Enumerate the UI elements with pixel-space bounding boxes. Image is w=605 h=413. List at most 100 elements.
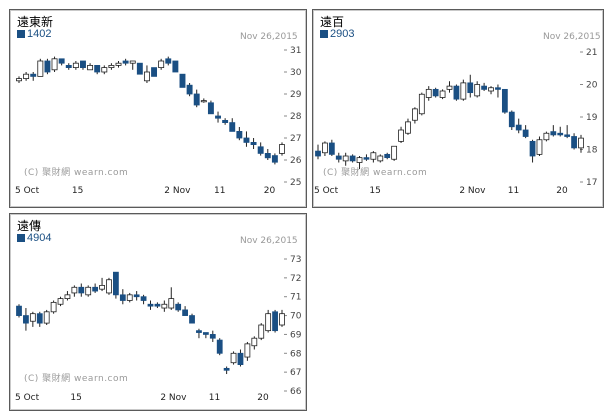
candle-body-down [272,311,278,332]
watermark: (C) 聚財網 wearn.com [24,374,129,384]
stock-code-label: 1402 [27,28,52,40]
y-tick-label: 30 [290,68,302,78]
candle-body-down [78,286,85,294]
candle-body-down [207,102,214,115]
candle-body-down [467,82,474,94]
candle-body-down [495,87,501,90]
x-tick-label: 20 [257,393,269,403]
candle-body-up [51,58,58,71]
candle-body-up [474,84,481,97]
candle-body-up [99,285,105,290]
stock-code-label: 2903 [330,28,355,40]
y-tick-label: 17 [586,178,597,188]
candle-body-up [322,142,328,154]
candle-body-up [50,301,57,313]
chart-panel-4904: 遠傳 4904 Nov 26,2015 (C) 聚財網 wearn.com 73… [9,213,307,411]
candle-body-up [391,145,398,160]
candle-body-up [230,352,237,364]
candle-body-up [37,60,44,77]
x-tick-label: 11 [508,186,519,196]
candle-body-up [543,132,550,141]
x-tick-label: 15 [369,186,380,196]
candlestick-chart: 21 20 19 18 17 5 Oct 15 2 Nov 11 20 [314,48,598,196]
candle-body-up [244,343,251,358]
candle-body-down [222,120,229,124]
x-tick-label: 15 [72,186,83,196]
candle-body-down [44,60,51,73]
candle-body-down [113,271,119,296]
candle-body-down [140,296,147,301]
candle-body-down [264,152,271,159]
series-swatch-icon [17,30,25,38]
candle-body-up [439,90,446,98]
candle-body-down [328,142,335,155]
candle-body-up [200,100,207,103]
candle-body-up [161,303,168,309]
candle-body-up [101,67,108,73]
x-tick-label: 5 Oct [314,186,339,196]
watermark: (C) 聚財網 wearn.com [323,168,428,178]
candle-body-up [425,88,432,98]
candle-body-down [223,367,230,371]
candle-body-up [279,144,285,154]
candle-body-up [578,137,584,149]
y-tick-label: 73 [290,255,301,265]
candle-body-down [119,294,126,301]
candle-body-down [151,67,158,77]
candle-body-down [172,60,179,73]
candle-body-down [36,313,43,324]
x-tick-label: 5 Oct [15,186,40,196]
candle-body-down [23,315,29,324]
candle-body-up [71,286,78,294]
y-tick-label: 21 [586,48,597,58]
candle-body-up [279,313,285,326]
y-tick-label: 31 [290,46,301,56]
candle-body-up [87,65,94,71]
candle-body-up [16,78,22,82]
chart-date: Nov 26,2015 [240,32,298,42]
candle-body-up [446,85,453,90]
chart-title: 遠百 [320,15,345,29]
candle-body-down [236,131,243,139]
candle-body-down [550,131,557,136]
candle-body-up [398,129,404,142]
candle-body-up [412,108,418,121]
candle-body-up [460,82,467,100]
candle-body-down [229,122,236,132]
candle-body-up [143,71,150,82]
stock-code: 1402 [17,28,51,40]
candle-body-down [522,129,529,137]
chart-panel-2903: 遠百 2903 Nov 26,2015 (C) 聚財網 wearn.com 21… [312,9,604,208]
candle-body-down [315,150,321,157]
candle-body-down [237,352,244,366]
candle-body-down [133,294,140,298]
candle-body-down [147,303,154,307]
candle-body-up [258,324,265,339]
y-tick-label: 70 [290,312,302,322]
candle-body-down [432,88,439,97]
candle-body-down [136,62,143,75]
candle-body-up [342,155,349,162]
candle-body-down [186,84,193,95]
series-swatch-icon [320,30,328,38]
candle-body-down [335,155,342,160]
y-tick-label: 72 [290,274,301,284]
candle-body-down [243,137,250,143]
candle-body-down [165,58,172,64]
candle-body-up [418,93,425,115]
candle-body-up [115,62,122,66]
candle-body-up [129,60,136,64]
y-tick-label: 69 [290,330,302,340]
candle-body-down [250,141,257,145]
stock-code: 4904 [17,232,51,244]
y-tick-label: 29 [290,90,302,100]
candle-body-down [349,155,356,162]
candle-body-down [501,88,508,113]
y-tick-label: 66 [290,387,302,397]
candle-body-down [363,157,370,160]
candle-body-up [57,298,64,305]
candle-body-up [29,313,36,322]
candle-body-down [257,146,264,154]
candle-body-down [215,115,221,119]
y-tick-label: 68 [290,349,302,359]
